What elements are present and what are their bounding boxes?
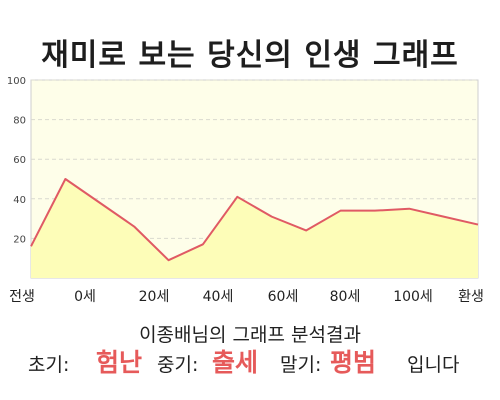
analysis-subtitle: 이종배님의 그래프 분석결과: [139, 324, 361, 346]
middle-value: 출세: [212, 348, 259, 377]
y-tick-label: 40: [13, 195, 26, 206]
x-tick-label: 전생: [9, 289, 35, 305]
y-axis-ticks: 100 80 60 40 20: [7, 76, 26, 245]
y-tick-label: 80: [13, 116, 26, 127]
ending-text: 입니다: [407, 354, 460, 376]
area-fill: [31, 179, 478, 278]
middle-label: 중기:: [157, 354, 199, 376]
y-tick-label: 20: [13, 234, 26, 245]
x-tick-label: 20세: [139, 289, 170, 305]
analysis-summary: 초기: 험난 중기: 출세 말기: 평범 입니다: [0, 347, 500, 381]
x-tick-label: 60세: [268, 289, 299, 305]
early-value: 험난: [96, 348, 143, 377]
x-tick-label: 80세: [330, 289, 361, 305]
page-title: 재미로 보는 당신의 인생 그래프: [41, 38, 459, 73]
y-tick-label: 100: [7, 76, 26, 87]
series-line: [30, 178, 479, 262]
late-label: 말기:: [280, 354, 322, 376]
x-tick-label: 0세: [74, 289, 96, 305]
life-graph-chart: 100 80 60 40 20 전생 0세 20세 40세 60세 80세 100세 환생: [7, 76, 484, 305]
y-tick-label: 60: [13, 155, 26, 166]
x-tick-label: 환생: [458, 289, 484, 305]
area-layer: [30, 178, 479, 278]
late-value: 평범: [330, 348, 377, 377]
early-label: 초기:: [28, 354, 70, 376]
x-tick-label: 100세: [393, 289, 433, 305]
x-tick-label: 40세: [203, 289, 234, 305]
x-axis-ticks: 전생 0세 20세 40세 60세 80세 100세 환생: [9, 289, 484, 305]
